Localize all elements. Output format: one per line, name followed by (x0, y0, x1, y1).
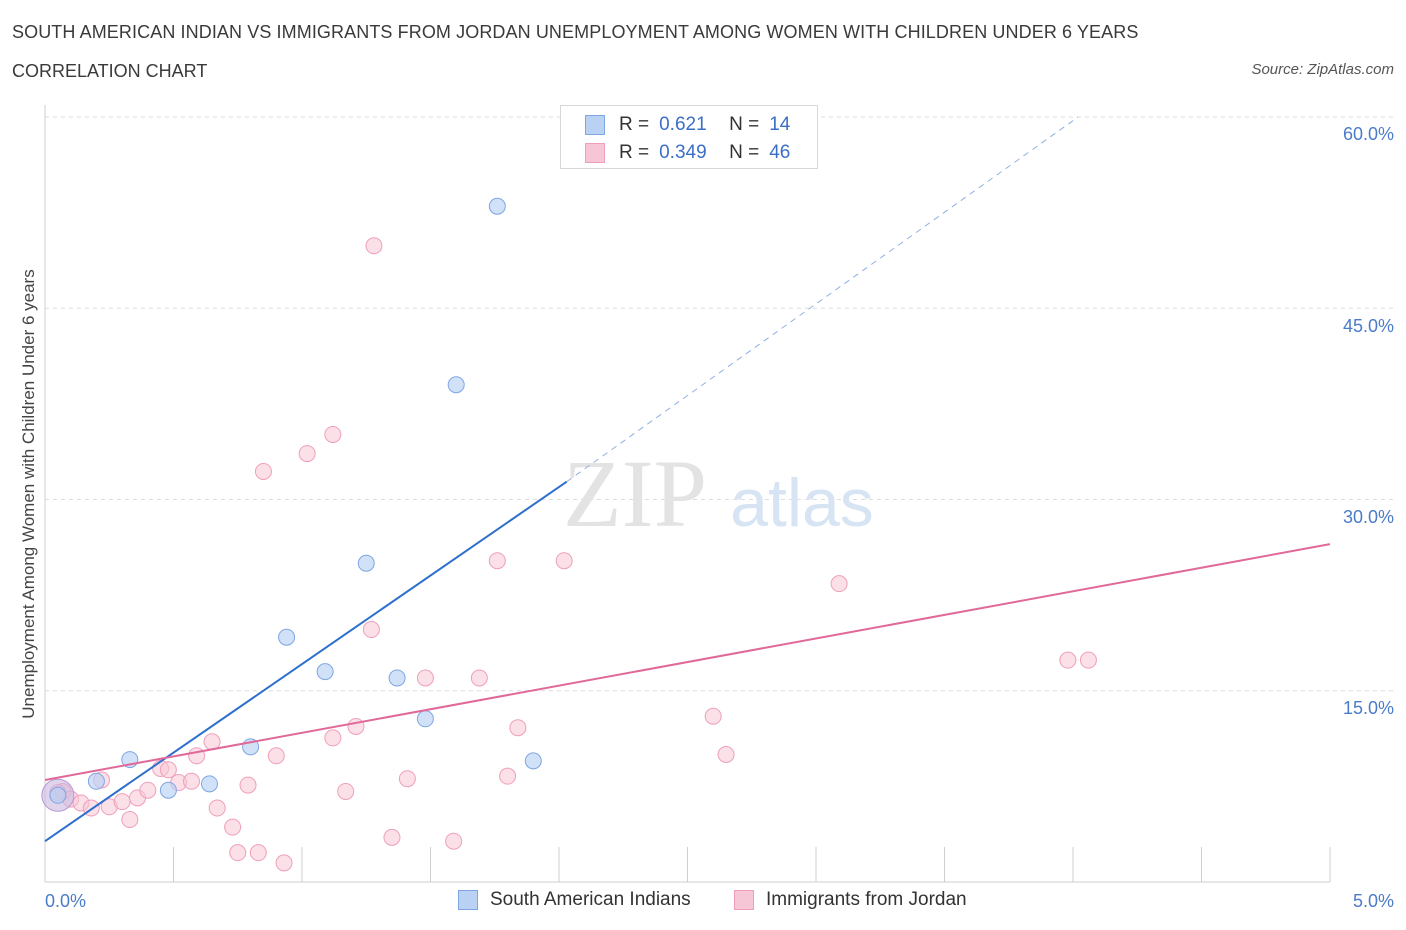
blue-swatch (458, 890, 478, 910)
data-point-jordan (239, 776, 257, 794)
data-point-south-american-indian (316, 663, 334, 681)
south-american-indian-points (41, 197, 542, 812)
legend-r-value: 0.621 (659, 114, 707, 135)
data-point-south-american-indian (87, 772, 105, 790)
data-point-jordan (337, 782, 355, 800)
data-point-south-american-indian (388, 669, 406, 687)
chart-title: SOUTH AMERICAN INDIAN VS IMMIGRANTS FROM… (12, 22, 1139, 42)
legend-n-value: 46 (769, 142, 791, 163)
legend-r-value: 0.349 (659, 142, 707, 163)
data-point-jordan (267, 747, 285, 765)
legend-label: Immigrants from Jordan (766, 889, 967, 910)
pink-swatch (585, 143, 605, 163)
trend-lines (44, 116, 1331, 843)
legend-n-label: N = (729, 142, 760, 163)
data-point-jordan (704, 707, 722, 725)
data-point-jordan (249, 844, 267, 862)
data-point-jordan (121, 811, 139, 829)
data-point-jordan (499, 767, 517, 785)
legend-n-value: 14 (769, 114, 791, 135)
x-tick-label-max: 5.0% (1352, 891, 1394, 911)
y-tick-label-30: 30.0% (1342, 507, 1394, 527)
trend-line-extension-south-american-indians (566, 116, 1079, 483)
legend-label: South American Indians (490, 889, 691, 910)
data-point-jordan (208, 799, 226, 817)
legend-r-label: R = (619, 114, 650, 135)
legend-row-pink: R = 0.349 N = 46 (585, 141, 790, 165)
data-point-jordan (470, 669, 488, 687)
data-point-jordan (139, 781, 157, 799)
data-point-jordan (1059, 651, 1077, 669)
data-point-south-american-indian (159, 781, 177, 799)
data-point-jordan (347, 717, 365, 735)
data-point-jordan (159, 761, 177, 779)
data-point-jordan (365, 237, 383, 255)
data-point-jordan (509, 719, 527, 737)
axes (44, 105, 1331, 883)
y-tick-label-15: 15.0% (1342, 698, 1394, 718)
data-point-south-american-indian (416, 710, 434, 728)
y-tick-label-45: 45.0% (1342, 316, 1394, 336)
data-point-south-american-indian (524, 752, 542, 770)
correlation-legend: R = 0.621 N = 14 R = 0.349 N = 46 (560, 105, 818, 169)
data-point-south-american-indian (488, 197, 506, 215)
legend-n-label: N = (729, 114, 760, 135)
y-axis-label: Unemployment Among Women with Children U… (19, 269, 38, 719)
watermark: ZIP atlas (563, 440, 874, 547)
data-point-jordan (298, 445, 316, 463)
chart-subtitle: CORRELATION CHART (12, 61, 208, 81)
legend-r-label: R = (619, 142, 650, 163)
data-point-jordan (488, 552, 506, 570)
data-point-jordan (445, 832, 463, 850)
data-point-jordan (275, 854, 293, 872)
x-tick-label-min: 0.0% (45, 891, 87, 911)
data-point-south-american-indian (357, 554, 375, 572)
data-point-jordan (113, 793, 131, 811)
data-point-jordan (324, 729, 342, 747)
data-point-jordan (362, 621, 380, 639)
legend-row-blue: R = 0.621 N = 14 (585, 113, 790, 137)
data-point-jordan (182, 772, 200, 790)
data-point-jordan (229, 844, 247, 862)
blue-swatch (585, 115, 605, 135)
data-point-jordan (555, 552, 573, 570)
data-point-jordan (416, 669, 434, 687)
data-point-jordan (254, 462, 272, 480)
trend-line-immigrants-from-jordan (44, 543, 1331, 781)
data-point-jordan (383, 828, 401, 846)
bottom-legend-south-american-indians: South American Indians (458, 889, 691, 911)
grid-lines (45, 116, 1395, 692)
data-point-jordan (830, 575, 848, 593)
pink-swatch (734, 890, 754, 910)
data-point-jordan (398, 770, 416, 788)
source-label: Source: ZipAtlas.com (1251, 61, 1394, 78)
trend-line-south-american-indians (44, 480, 568, 843)
data-point-south-american-indian (278, 628, 296, 646)
y-tick-label-60: 60.0% (1342, 124, 1394, 144)
data-point-south-american-indian (200, 775, 218, 793)
data-point-jordan (717, 746, 735, 763)
watermark-atlas: atlas (730, 465, 874, 541)
data-point-jordan (324, 425, 342, 443)
watermark-zip: ZIP (563, 440, 707, 547)
data-point-jordan (224, 818, 242, 836)
data-point-south-american-indian (447, 376, 465, 394)
data-point-jordan (1079, 651, 1097, 669)
bottom-legend-immigrants-from-jordan: Immigrants from Jordan (734, 889, 967, 911)
data-point-south-american-indian (49, 786, 67, 804)
